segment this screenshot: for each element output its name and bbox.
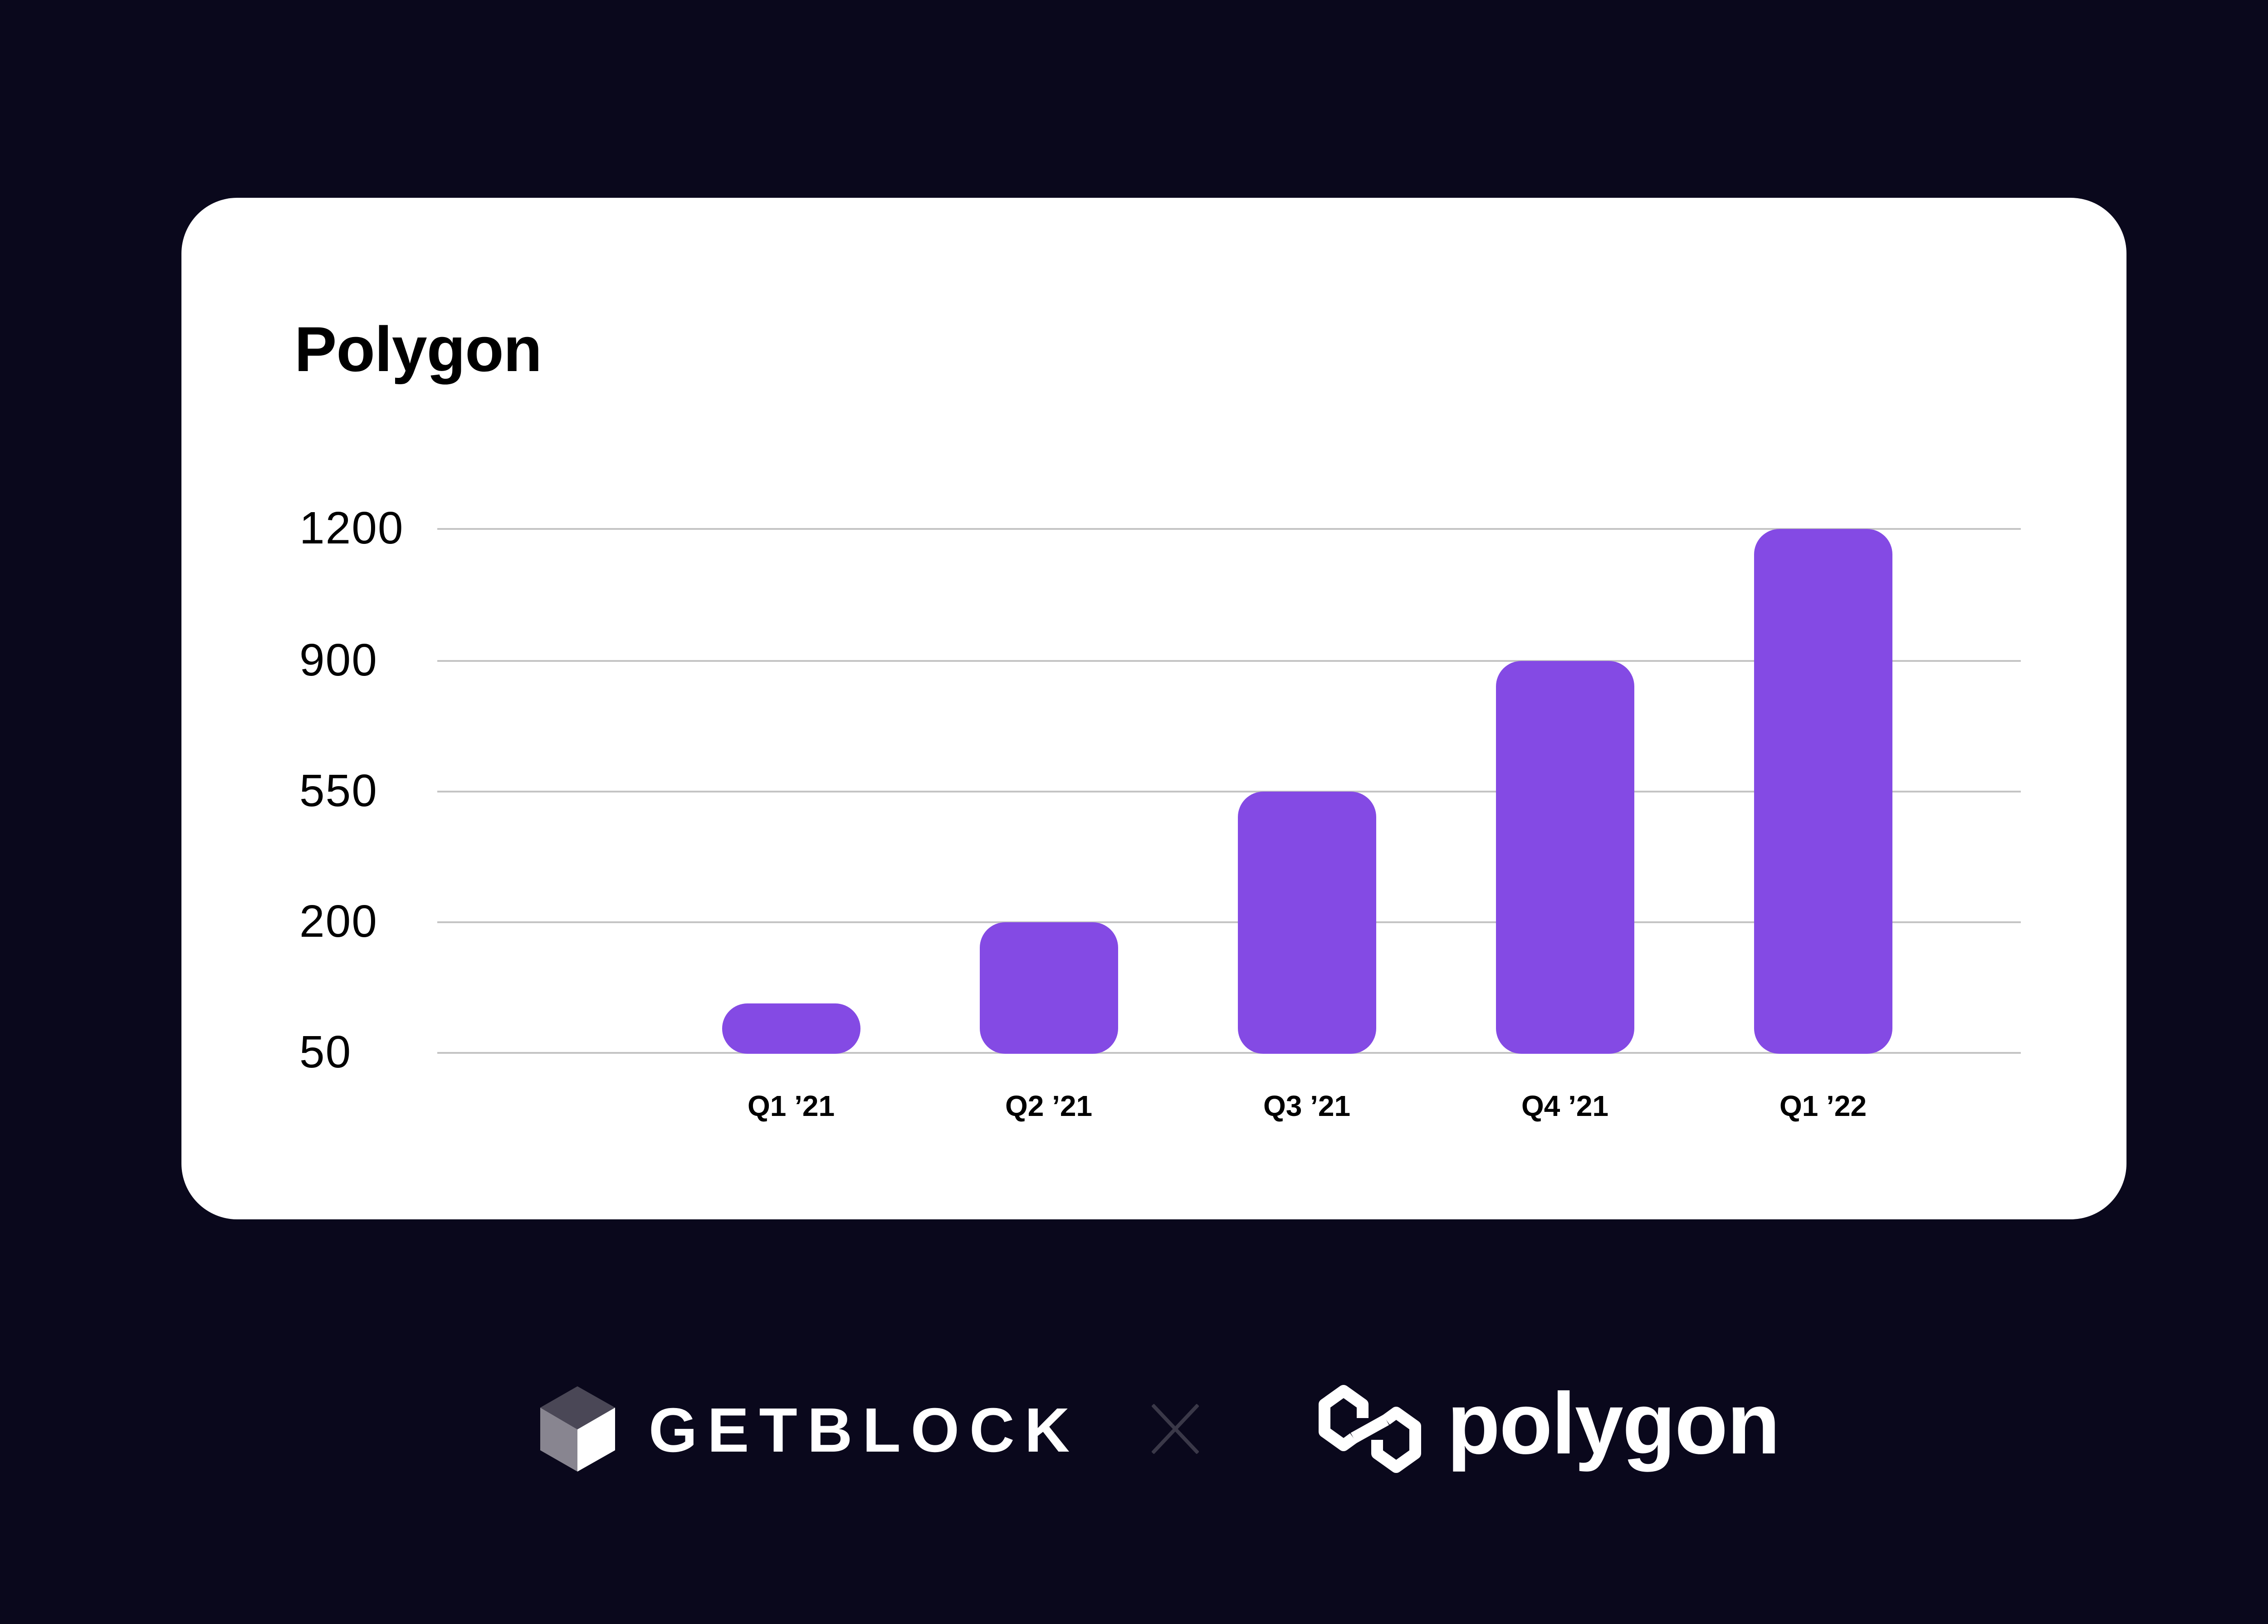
getblock-wordmark: GETBLOCK <box>649 1395 1080 1465</box>
chart-card: Polygon 1200 900 550 200 50 Q1 ’21 Q2 ’2… <box>181 198 2126 1219</box>
gridline-50 <box>437 1052 2021 1054</box>
y-tick-label: 550 <box>299 765 378 816</box>
bar-q4-21 <box>1496 661 1634 1054</box>
y-tick-label: 200 <box>299 896 378 947</box>
x-tick-label: Q2 ’21 <box>1005 1090 1093 1122</box>
bar-q1-22 <box>1754 529 1892 1054</box>
gridline-900 <box>437 660 2021 662</box>
x-tick-label: Q4 ’21 <box>1521 1090 1609 1122</box>
cube-icon <box>540 1386 615 1472</box>
close-icon <box>1152 1404 1199 1454</box>
x-tick-label: Q3 ’21 <box>1263 1090 1351 1122</box>
polygon-wordmark: polygon <box>1447 1375 1780 1472</box>
gridline-1200 <box>437 528 2021 530</box>
bar-q3-21 <box>1238 792 1376 1054</box>
polygon-chain-icon <box>1319 1385 1421 1473</box>
y-tick-label: 50 <box>299 1027 352 1077</box>
gridline-200 <box>437 921 2021 923</box>
chart-title: Polygon <box>294 313 542 385</box>
gridline-550 <box>437 791 2021 792</box>
x-tick-label: Q1 ’22 <box>1779 1090 1867 1122</box>
y-tick-label: 1200 <box>299 503 404 553</box>
y-tick-label: 900 <box>299 635 378 685</box>
x-tick-label: Q1 ’21 <box>747 1090 835 1122</box>
bar-q1-21 <box>722 1003 860 1054</box>
bar-q2-21 <box>980 922 1118 1054</box>
